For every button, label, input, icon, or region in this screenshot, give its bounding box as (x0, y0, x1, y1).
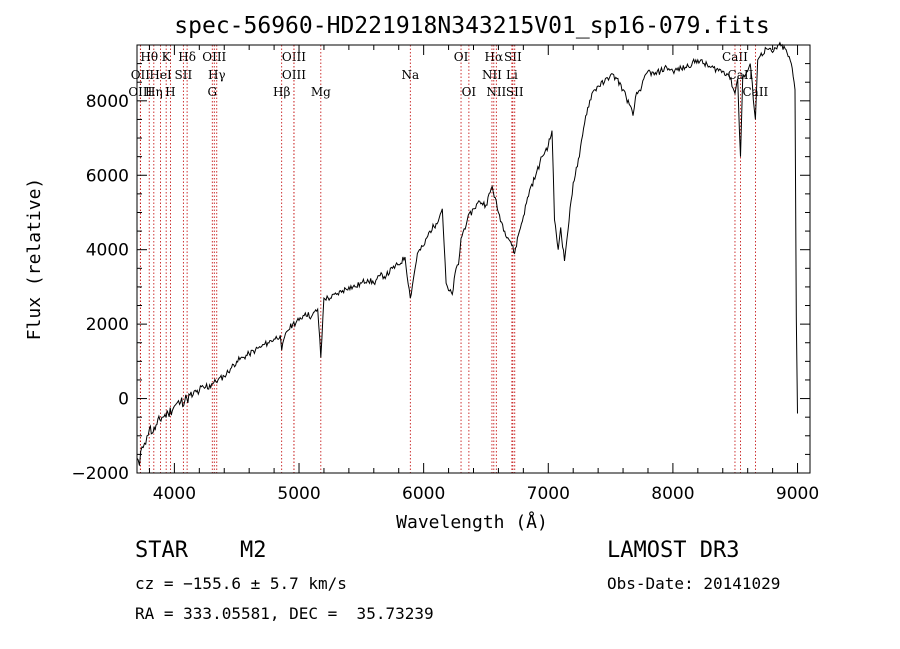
x-axis-ticks: 4000 5000 6000 7000 8000 9000 (148, 45, 819, 504)
line-label-27: CaII (742, 85, 768, 99)
observation-date: Obs-Date: 20141029 (607, 574, 781, 593)
chart-title: spec-56960-HD221918N343215V01_sp16-079.f… (174, 13, 769, 39)
line-label-3: OIII (202, 50, 226, 64)
line-label-26: SII (506, 85, 524, 99)
y-tick-label-8000: 8000 (86, 92, 129, 112)
x-tick-label-7000: 7000 (527, 484, 570, 504)
line-label-14: Na (401, 68, 419, 82)
line-label-9: OII (131, 68, 151, 82)
line-label-22: Hβ (273, 85, 290, 99)
object-class: STAR (135, 538, 188, 563)
line-label-6: Hα (485, 50, 504, 64)
object-subclass: M2 (240, 538, 267, 563)
x-tick-label-6000: 6000 (402, 484, 445, 504)
x-tick-label-4000: 4000 (153, 484, 196, 504)
line-label-11: SII (175, 68, 193, 82)
y-tick-label-0: 0 (118, 390, 129, 410)
y-tick-label-6000: 6000 (86, 166, 129, 186)
x-tick-label-8000: 8000 (651, 484, 694, 504)
redshift-cz: cz = −155.6 ± 5.7 km/s (135, 574, 347, 593)
ra-dec-coordinates: RA = 333.05581, DEC = 35.73239 (135, 604, 434, 623)
line-label-13: OIII (282, 68, 306, 82)
line-label-18: OIII (128, 85, 152, 99)
line-label-21: G (207, 85, 217, 99)
plot-frame (136, 44, 811, 474)
line-label-7: SII (504, 50, 522, 64)
line-label-19: Hη (145, 85, 163, 99)
line-label-20: H (165, 85, 175, 99)
line-label-16: Li (506, 68, 518, 82)
line-label-8: CaII (722, 50, 748, 64)
line-label-25: NII (486, 85, 506, 99)
y-tick-label-4000: 4000 (86, 241, 129, 261)
line-label-0: Hθ (140, 50, 158, 64)
y-axis-label: Flux (relative) (24, 178, 45, 341)
y-axis-ticks: −2000 0 2000 4000 6000 8000 (71, 63, 810, 484)
line-label-2: Hδ (178, 50, 196, 64)
line-label-23: Mg (311, 85, 331, 99)
line-label-24: OI (462, 85, 477, 99)
x-tick-label-5000: 5000 (277, 484, 320, 504)
line-label-12: Hγ (208, 68, 226, 82)
y-tick-label--2000: −2000 (71, 464, 129, 484)
survey-name: LAMOST DR3 (607, 538, 740, 563)
line-label-5: OI (454, 50, 469, 64)
line-label-1: K (162, 50, 172, 64)
y-tick-label-2000: 2000 (86, 315, 129, 335)
spectrum-series-line (136, 41, 798, 466)
line-label-15: NII (482, 68, 502, 82)
x-tick-label-9000: 9000 (776, 484, 819, 504)
x-axis-label: Wavelength (Å) (396, 511, 548, 533)
line-label-10: HeI (149, 68, 172, 82)
